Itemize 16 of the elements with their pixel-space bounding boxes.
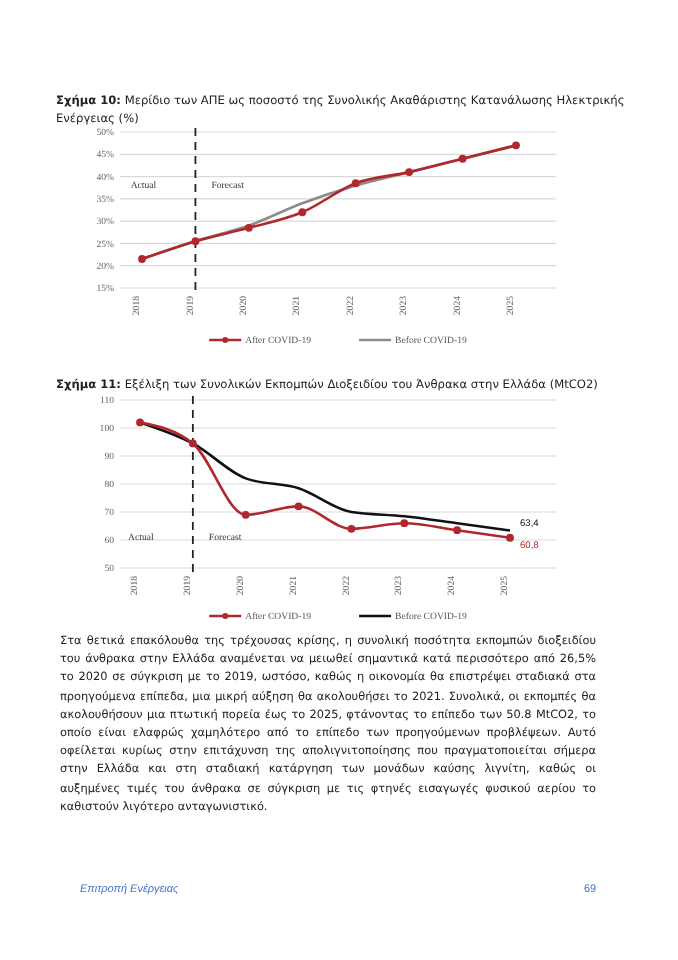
point <box>298 208 307 217</box>
point <box>458 154 467 163</box>
point <box>506 533 514 542</box>
point <box>294 502 303 511</box>
point <box>136 418 144 427</box>
point <box>512 141 520 150</box>
point <box>453 526 462 535</box>
point <box>244 223 253 232</box>
point <box>400 519 409 528</box>
point <box>191 237 200 246</box>
point <box>347 524 356 533</box>
point <box>405 168 414 177</box>
point <box>241 510 250 519</box>
point <box>351 179 360 188</box>
point <box>138 255 146 263</box>
point <box>188 439 197 448</box>
